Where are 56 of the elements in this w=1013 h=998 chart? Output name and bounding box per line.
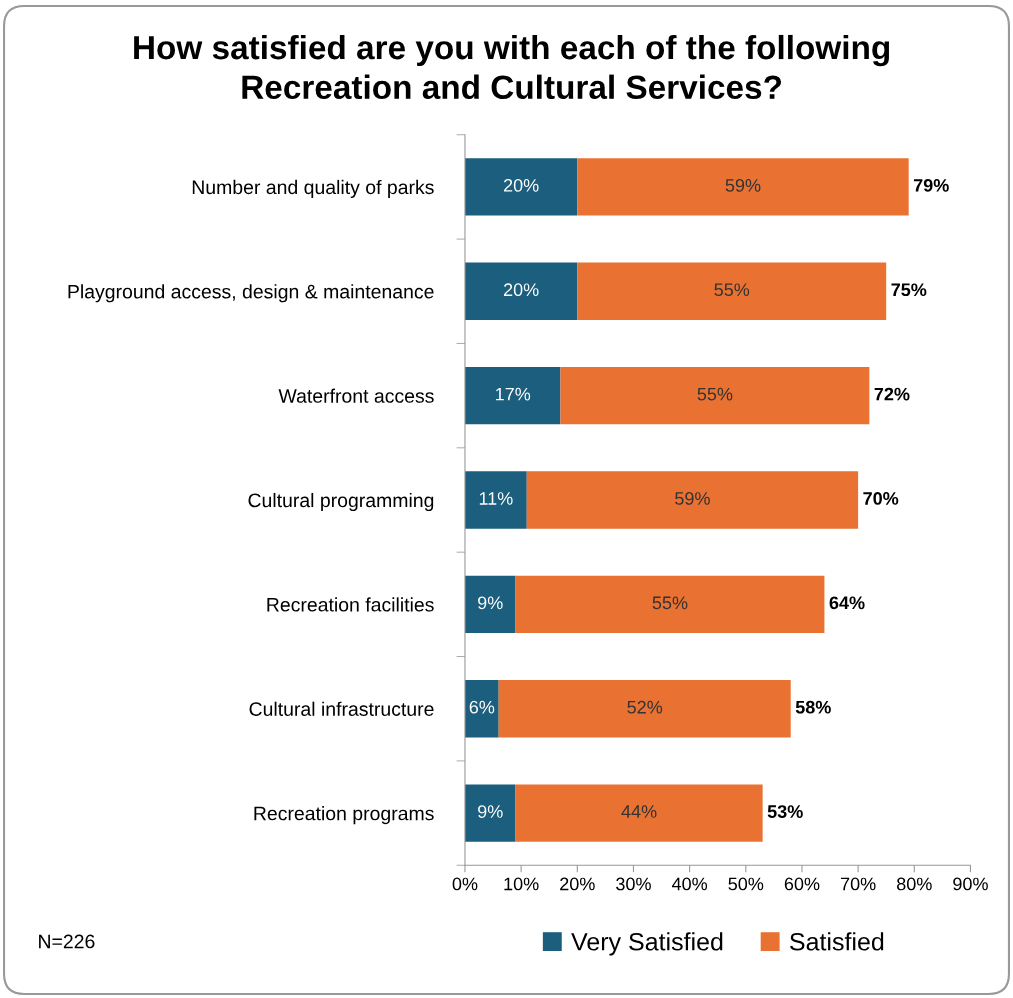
- data-label: 20%: [503, 178, 539, 192]
- y-tick-label: Waterfront access: [278, 388, 434, 403]
- data-label: 55%: [652, 596, 688, 610]
- bar: [464, 262, 578, 320]
- x-tick-label: 0%: [452, 877, 478, 891]
- data-label: 59%: [725, 178, 761, 192]
- bar: [464, 575, 516, 634]
- x-tick-label: 90%: [953, 877, 988, 891]
- data-label: 55%: [697, 387, 733, 401]
- data-label: 55%: [714, 283, 750, 297]
- y-tick-label: Recreation facilities: [267, 597, 434, 612]
- total-label: 72%: [874, 387, 910, 401]
- y-tick-label: Cultural programming: [248, 492, 434, 512]
- x-tick-label: 50%: [728, 877, 764, 891]
- bar: [464, 680, 499, 738]
- bar: [498, 680, 791, 738]
- bar: [577, 158, 909, 216]
- bar: [560, 366, 870, 425]
- data-label: 6%: [469, 700, 495, 714]
- total-label: 58%: [795, 700, 831, 714]
- legend-label: Satisfied: [790, 932, 884, 951]
- data-label: 9%: [478, 596, 503, 610]
- data-label: 11%: [479, 492, 513, 505]
- x-tick-label: 80%: [897, 877, 932, 891]
- data-label: 44%: [621, 805, 657, 818]
- data-label: 17%: [496, 387, 531, 401]
- bar: [526, 471, 859, 529]
- bar: [464, 784, 516, 842]
- total-label: 75%: [891, 283, 927, 297]
- total-label: 79%: [913, 178, 949, 192]
- text: N=226: [39, 934, 95, 949]
- total-label: 64%: [829, 596, 865, 610]
- data-label: 59%: [675, 492, 710, 505]
- x-tick-label: 20%: [560, 877, 595, 891]
- data-label: 9%: [478, 805, 503, 818]
- data-label: 20%: [503, 283, 539, 297]
- x-tick-label: 70%: [840, 877, 876, 891]
- legend-label: Very Satisfied: [571, 932, 723, 956]
- bar: [515, 575, 825, 634]
- y-tick-label: Number and quality of parks: [192, 179, 434, 198]
- x-tick-label: 30%: [616, 877, 651, 891]
- y-tick-label: Playground access, design & maintenance: [68, 284, 434, 303]
- x-tick-label: 10%: [504, 877, 539, 891]
- total-label: 53%: [767, 805, 803, 818]
- bar: [515, 784, 763, 842]
- bar: [464, 471, 527, 529]
- data-label: 52%: [627, 700, 663, 714]
- x-tick-label: 40%: [671, 877, 708, 891]
- x-tick-label: 60%: [784, 877, 820, 891]
- chart-title: How satisfied are you with each of the following Recreation and Cultural Services?: [134, 34, 890, 100]
- bar: [577, 262, 887, 320]
- bar: [464, 366, 561, 425]
- bar: [464, 158, 578, 216]
- y-tick-label: Recreation programs: [254, 806, 434, 825]
- total-label: 70%: [863, 492, 899, 505]
- y-tick-label: Cultural infrastructure: [249, 701, 434, 716]
